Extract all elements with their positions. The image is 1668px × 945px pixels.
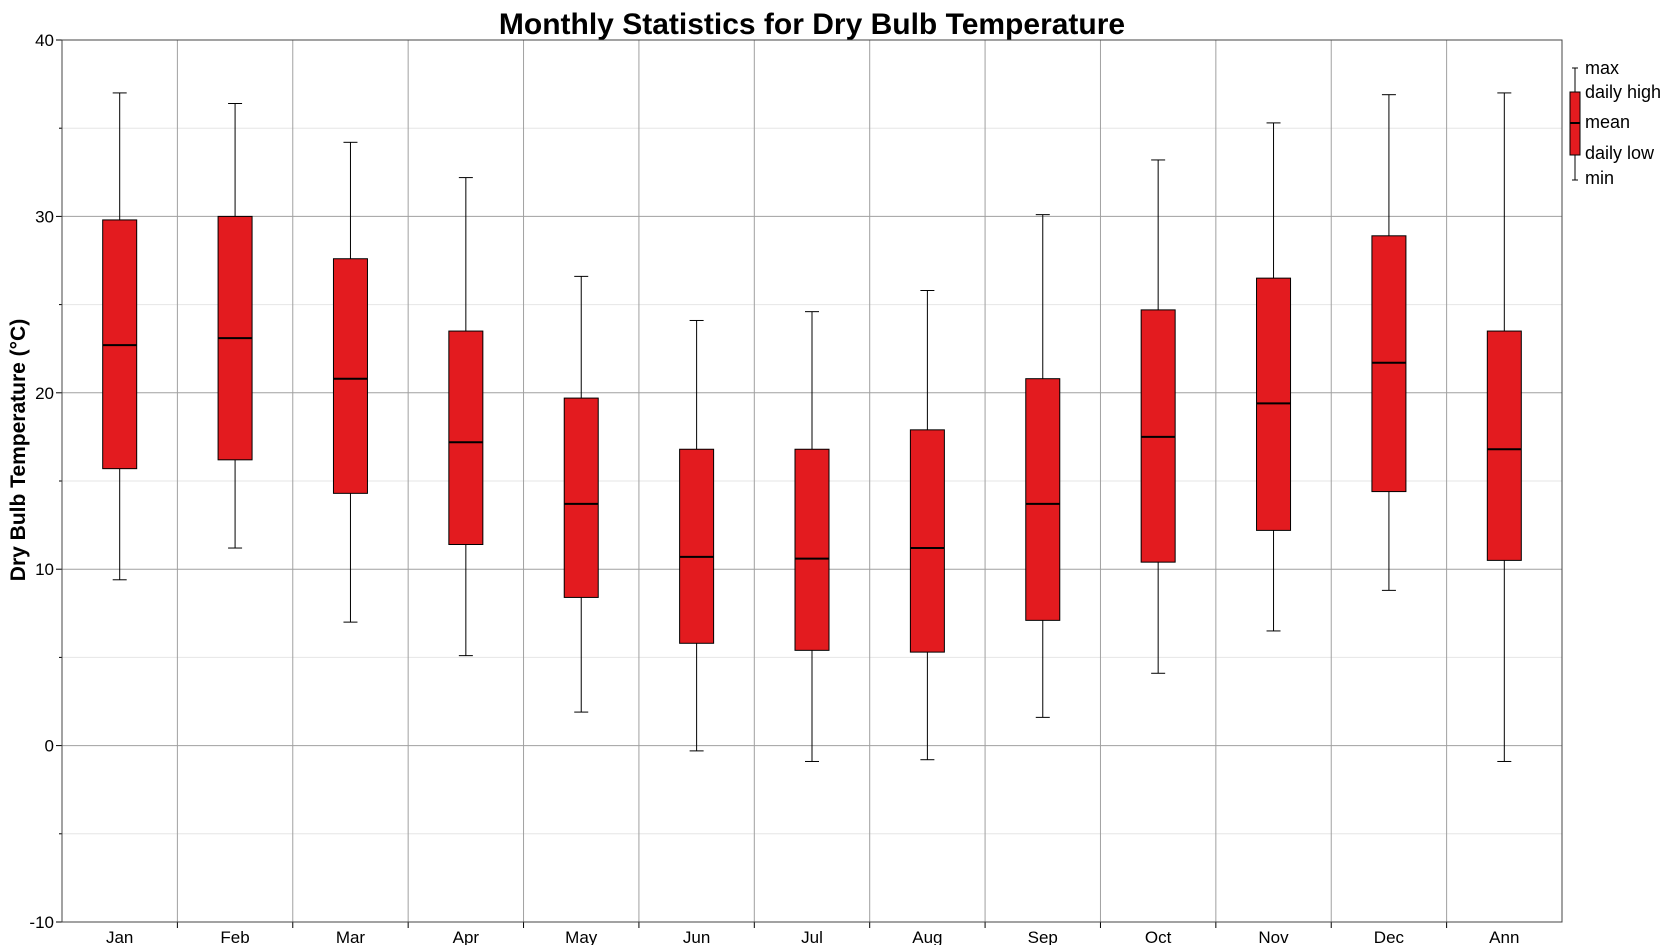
- x-tick-label: Aug: [912, 928, 942, 945]
- legend-label: daily high: [1585, 82, 1661, 102]
- legend-label: min: [1585, 168, 1614, 188]
- box-body: [794, 448, 830, 651]
- box-body: [1025, 378, 1061, 621]
- x-tick-label: Dec: [1374, 928, 1405, 945]
- x-tick-label: Nov: [1258, 928, 1289, 945]
- box-feb: [217, 103, 253, 549]
- box-body: [448, 330, 484, 546]
- box-jul: [794, 311, 830, 762]
- box-body: [332, 258, 368, 494]
- x-tick-label: May: [565, 928, 598, 945]
- legend-label: mean: [1585, 112, 1630, 132]
- y-axis-label: Dry Bulb Temperature (°C): [7, 319, 30, 581]
- box-body: [679, 448, 715, 644]
- x-tick-label: Apr: [453, 928, 480, 945]
- box-sep: [1025, 214, 1061, 718]
- y-tick-label: 20: [35, 384, 54, 403]
- box-ann: [1486, 92, 1522, 762]
- box-body: [563, 397, 599, 598]
- y-tick-label: 30: [35, 207, 54, 226]
- x-tick-label: Ann: [1489, 928, 1519, 945]
- y-tick-label: 40: [35, 31, 54, 50]
- box-mar: [332, 141, 368, 623]
- x-tick-label: Sep: [1028, 928, 1058, 945]
- legend: max daily high mean daily low min: [1569, 58, 1661, 188]
- x-tick-label: Jun: [683, 928, 710, 945]
- chart-title: Monthly Statistics for Dry Bulb Temperat…: [499, 8, 1125, 41]
- x-tick-label: Oct: [1145, 928, 1172, 945]
- box-aug: [909, 289, 945, 761]
- box-jun: [679, 319, 715, 752]
- box-apr: [448, 177, 484, 657]
- y-tick-label: 0: [45, 737, 54, 756]
- legend-label: daily low: [1585, 143, 1655, 163]
- x-tick-label: Mar: [336, 928, 366, 945]
- box-oct: [1140, 159, 1176, 674]
- box-dec: [1371, 94, 1407, 591]
- box-body: [909, 429, 945, 653]
- x-tick-label: Jan: [106, 928, 133, 945]
- box-may: [563, 275, 599, 713]
- y-tick-label: -10: [29, 913, 54, 932]
- x-tick-label: Feb: [220, 928, 249, 945]
- x-tick-label: Jul: [801, 928, 823, 945]
- plot-frame: [61, 39, 1563, 923]
- plot-area: -10 0 10 20 30 40 Jan Feb Mar Apr May Jun Jul Aug Sep O…: [29, 31, 1563, 945]
- box-nov: [1256, 122, 1292, 632]
- box-jan: [102, 92, 138, 581]
- legend-label: max: [1585, 58, 1619, 78]
- y-tick-label: 10: [35, 560, 54, 579]
- box-body: [1486, 330, 1522, 561]
